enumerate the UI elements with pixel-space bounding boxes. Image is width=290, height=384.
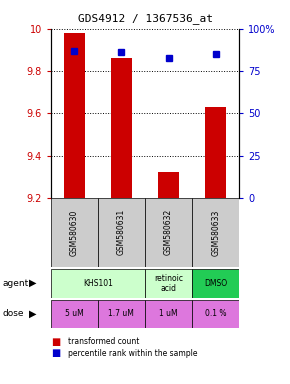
Bar <box>192 269 239 298</box>
Bar <box>192 300 239 328</box>
Bar <box>98 300 145 328</box>
Text: ▶: ▶ <box>29 278 37 288</box>
Text: GSM580631: GSM580631 <box>117 209 126 255</box>
Bar <box>98 198 145 267</box>
Bar <box>51 198 98 267</box>
Text: retinoic
acid: retinoic acid <box>154 274 183 293</box>
Text: 1.7 uM: 1.7 uM <box>108 310 134 318</box>
Text: ■: ■ <box>51 337 60 347</box>
Bar <box>158 172 179 198</box>
Bar <box>64 33 85 198</box>
Text: ■: ■ <box>51 348 60 358</box>
Text: dose: dose <box>3 310 24 318</box>
Text: agent: agent <box>3 279 29 288</box>
Text: GDS4912 / 1367536_at: GDS4912 / 1367536_at <box>77 13 213 24</box>
Text: DMSO: DMSO <box>204 279 227 288</box>
Bar <box>145 198 192 267</box>
Bar <box>51 300 98 328</box>
Text: GSM580630: GSM580630 <box>70 209 79 255</box>
Text: GSM580632: GSM580632 <box>164 209 173 255</box>
Bar <box>111 58 132 198</box>
Bar <box>51 269 145 298</box>
Text: GSM580633: GSM580633 <box>211 209 220 255</box>
Text: KHS101: KHS101 <box>83 279 113 288</box>
Text: transformed count: transformed count <box>68 337 139 346</box>
Bar <box>205 107 226 198</box>
Bar <box>192 198 239 267</box>
Bar <box>145 269 192 298</box>
Text: ▶: ▶ <box>29 309 37 319</box>
Text: 1 uM: 1 uM <box>159 310 178 318</box>
Bar <box>145 300 192 328</box>
Text: 5 uM: 5 uM <box>65 310 84 318</box>
Text: percentile rank within the sample: percentile rank within the sample <box>68 349 198 358</box>
Text: 0.1 %: 0.1 % <box>205 310 226 318</box>
